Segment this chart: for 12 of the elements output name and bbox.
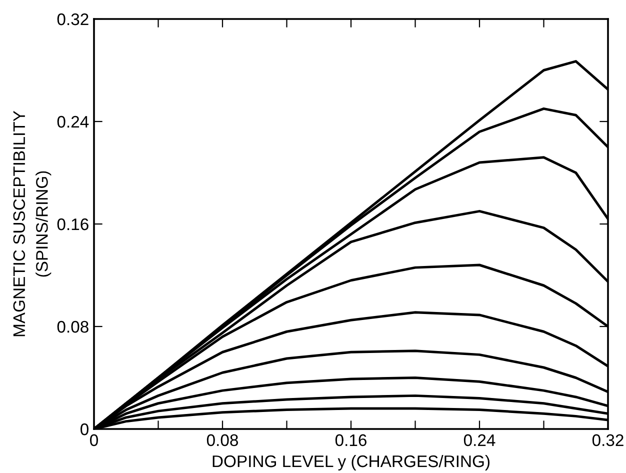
y-tick-label: 0.24 [57,116,89,128]
y-tick-label: 0.08 [57,320,88,333]
y-tick-label: 0 [80,423,88,436]
x-tick-label: 0.32 [592,434,624,446]
y-tick-label: 0.32 [57,13,88,26]
x-tick-label: 0 [90,434,98,446]
x-tick-label: 0.16 [335,434,366,446]
x-axis-title: DOPING LEVEL y (CHARGES/RING) [212,454,490,470]
x-tick-label: 0.08 [206,434,238,446]
y-tick-label: 0.16 [57,218,88,230]
x-tick-label: 0.24 [464,434,496,446]
y-axis-title: MAGNETIC SUSCEPTIBILITY (SPINS/RING) [13,110,52,336]
